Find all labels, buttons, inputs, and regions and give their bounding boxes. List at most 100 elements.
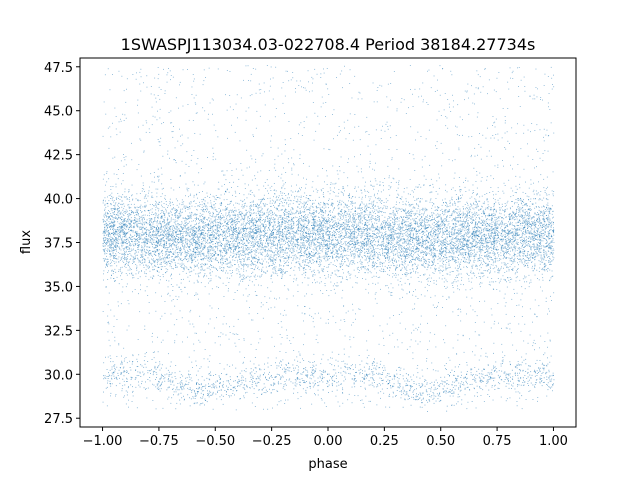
data-point bbox=[174, 222, 176, 224]
data-point bbox=[442, 266, 444, 268]
data-point bbox=[457, 246, 459, 247]
data-point bbox=[469, 211, 470, 213]
data-point bbox=[514, 253, 516, 255]
data-point bbox=[152, 225, 153, 227]
data-point bbox=[273, 254, 275, 256]
data-point bbox=[197, 251, 199, 253]
data-point bbox=[281, 238, 283, 240]
data-point bbox=[369, 228, 371, 230]
data-point bbox=[304, 246, 306, 248]
data-point bbox=[332, 202, 334, 204]
data-point bbox=[539, 227, 541, 229]
data-point bbox=[225, 233, 227, 235]
data-point bbox=[483, 222, 484, 224]
data-point bbox=[248, 193, 250, 195]
data-point bbox=[366, 269, 368, 271]
data-point bbox=[274, 266, 275, 268]
data-point bbox=[496, 222, 498, 224]
data-point bbox=[255, 238, 257, 240]
data-point bbox=[173, 225, 175, 227]
data-point bbox=[411, 250, 413, 251]
data-point bbox=[538, 219, 540, 221]
data-point bbox=[115, 209, 117, 211]
data-point bbox=[547, 219, 548, 221]
data-point bbox=[193, 255, 195, 257]
data-point bbox=[494, 256, 496, 258]
data-point bbox=[292, 237, 294, 239]
data-point bbox=[481, 230, 482, 232]
data-point bbox=[137, 214, 139, 216]
data-point bbox=[368, 251, 370, 252]
data-point bbox=[224, 230, 225, 232]
data-point bbox=[522, 205, 524, 207]
data-point bbox=[210, 250, 212, 251]
data-point bbox=[506, 243, 508, 245]
data-point bbox=[540, 257, 542, 259]
data-point bbox=[349, 219, 351, 221]
data-point bbox=[301, 274, 303, 276]
data-point bbox=[256, 221, 257, 223]
data-point bbox=[293, 235, 294, 237]
data-point bbox=[485, 239, 486, 241]
data-point bbox=[340, 223, 342, 225]
data-point bbox=[509, 241, 510, 243]
data-point bbox=[304, 267, 305, 269]
data-point bbox=[252, 220, 254, 221]
data-point bbox=[296, 261, 298, 263]
data-point bbox=[149, 246, 151, 248]
data-point bbox=[303, 220, 305, 222]
data-point bbox=[253, 244, 255, 246]
data-point bbox=[353, 240, 355, 242]
data-point bbox=[343, 226, 345, 228]
data-point bbox=[365, 228, 367, 229]
data-point bbox=[217, 224, 219, 226]
data-point bbox=[362, 231, 364, 233]
data-point bbox=[473, 234, 475, 236]
data-point bbox=[495, 193, 497, 195]
data-point bbox=[108, 238, 110, 239]
data-point bbox=[232, 256, 234, 257]
data-point bbox=[173, 242, 174, 244]
data-point bbox=[482, 211, 484, 213]
data-point bbox=[376, 252, 377, 253]
data-point bbox=[142, 242, 144, 244]
data-point bbox=[208, 293, 210, 295]
data-point bbox=[300, 251, 302, 253]
data-point bbox=[501, 203, 503, 205]
data-point bbox=[177, 252, 179, 253]
data-point bbox=[189, 212, 191, 214]
data-point bbox=[109, 223, 111, 225]
data-point bbox=[151, 263, 153, 265]
data-point bbox=[220, 216, 222, 218]
data-point bbox=[544, 256, 546, 258]
data-point bbox=[238, 246, 239, 248]
data-point bbox=[120, 238, 122, 240]
data-point bbox=[398, 256, 399, 258]
data-point bbox=[124, 259, 125, 261]
data-point bbox=[265, 219, 266, 221]
data-point bbox=[318, 227, 320, 229]
data-point bbox=[211, 216, 213, 217]
data-point bbox=[312, 282, 313, 284]
data-point bbox=[331, 219, 333, 220]
data-point bbox=[121, 273, 123, 275]
data-point bbox=[310, 215, 312, 217]
data-point bbox=[172, 204, 174, 206]
data-point bbox=[329, 236, 330, 238]
data-point bbox=[225, 272, 226, 274]
data-point bbox=[464, 233, 466, 235]
data-point bbox=[411, 213, 413, 214]
data-point bbox=[291, 244, 293, 246]
data-point bbox=[254, 268, 256, 270]
data-point bbox=[421, 244, 423, 246]
data-point bbox=[350, 240, 352, 242]
data-point bbox=[288, 246, 290, 248]
data-point bbox=[451, 214, 453, 216]
data-point bbox=[166, 223, 168, 225]
data-point bbox=[424, 266, 426, 268]
data-point bbox=[394, 244, 396, 245]
data-point bbox=[249, 228, 251, 230]
data-point bbox=[156, 201, 157, 203]
data-point bbox=[269, 221, 271, 223]
data-point bbox=[539, 231, 541, 233]
